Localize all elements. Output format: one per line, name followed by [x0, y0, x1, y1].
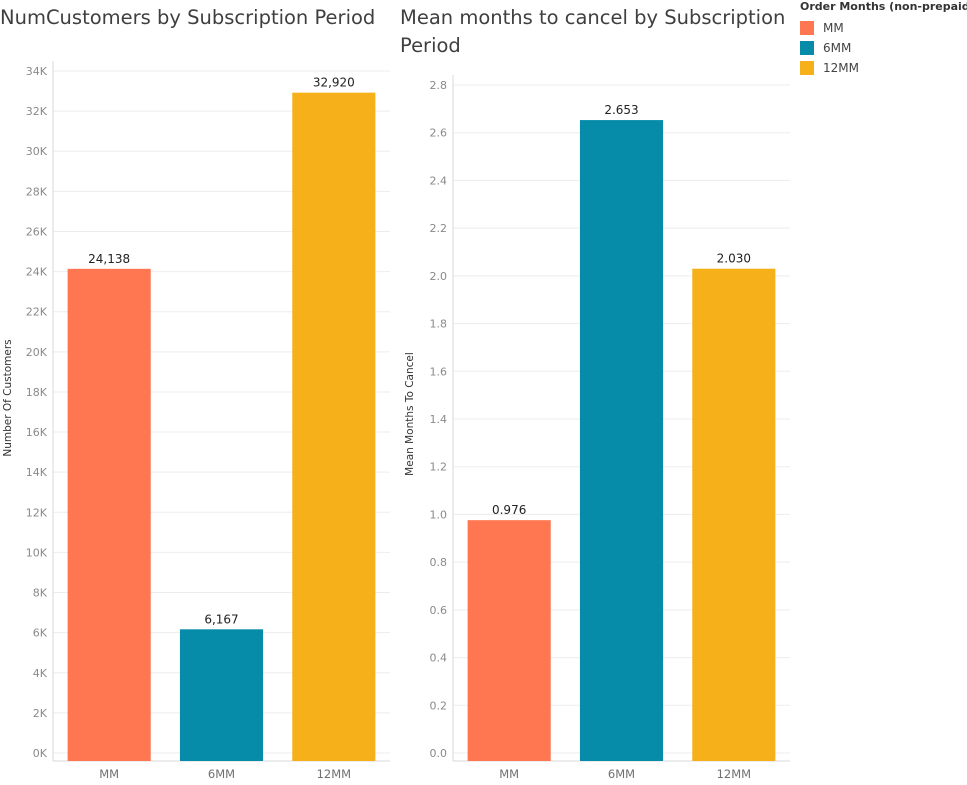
legend-item-mm[interactable]: MM	[800, 18, 967, 38]
chart-2-y-tick-label: 2.6	[430, 127, 448, 140]
chart-1-plot: 0K 2K 4K 6K 8K 10K 12K 14K 16K 18K 20K 22K 24K 26K 28K…	[26, 61, 390, 781]
chart-1-y-tick-label: 28K	[26, 185, 48, 198]
chart-1-category-label-6mm: 6MM	[208, 767, 235, 781]
chart-1-title: NumCustomers by Subscription Period	[0, 6, 376, 29]
chart-1-bar-12mm[interactable]	[292, 92, 376, 762]
chart-2-bar-mm[interactable]	[467, 520, 551, 761]
chart-1-y-tick-label: 14K	[26, 466, 48, 479]
legend-label-6mm: 6MM	[823, 41, 852, 55]
chart-1-y-tick-label: 18K	[26, 386, 48, 399]
chart-1-y-tick-label: 4K	[33, 667, 48, 680]
chart-2-y-tick-label: 0.6	[430, 604, 448, 617]
chart-1-y-tick-label: 6K	[33, 627, 48, 640]
legend-item-6mm[interactable]: 6MM	[800, 38, 967, 58]
chart-2-category-label-mm: MM	[499, 767, 519, 781]
chart-2-y-tick-label: 0.8	[430, 556, 448, 569]
chart-1-y-tick-label: 8K	[33, 587, 48, 600]
legend-swatch-mm	[800, 21, 814, 35]
chart-1-bar-6mm[interactable]	[179, 629, 264, 761]
chart-2-y-tick-label: 2.2	[430, 222, 448, 235]
chart-1-category-label-12mm: 12MM	[317, 767, 351, 781]
chart-2-y-tick-label: 0.4	[430, 652, 448, 665]
chart-2-bar-12mm[interactable]	[692, 268, 776, 761]
chart-2-category-label-6mm: 6MM	[608, 767, 635, 781]
chart-2-y-tick-label: 2.0	[430, 270, 448, 283]
chart-2-y-tick-label: 1.8	[430, 318, 448, 331]
chart-1-y-tick-label: 24K	[26, 266, 48, 279]
chart-1-y-tick-label: 16K	[26, 426, 48, 439]
chart-2-y-tick-label: 1.0	[430, 508, 448, 521]
legend: Order Months (non-prepaid) MM 6MM 12MM	[800, 0, 967, 78]
chart-2-data-label-6mm: 2.653	[604, 103, 638, 117]
legend-swatch-12mm	[800, 61, 814, 75]
chart-1-y-tick-label: 30K	[26, 145, 48, 158]
chart-1-y-tick-label: 10K	[26, 546, 48, 559]
chart-1-category-label-mm: MM	[99, 767, 119, 781]
chart-2-y-tick-label: 2.4	[430, 174, 448, 187]
chart-2-y-tick-label: 2.8	[430, 79, 448, 92]
legend-label-mm: MM	[823, 21, 844, 35]
chart-1-y-tick-label: 32K	[26, 105, 48, 118]
chart-1-y-tick-label: 12K	[26, 506, 48, 519]
legend-swatch-6mm	[800, 41, 814, 55]
chart-1-data-label-12mm: 32,920	[313, 76, 355, 90]
chart-1-y-tick-label: 34K	[26, 65, 48, 78]
legend-item-12mm[interactable]: 12MM	[800, 58, 967, 78]
chart-2-y-tick-label: 1.4	[430, 413, 448, 426]
chart-2-data-label-12mm: 2.030	[717, 252, 751, 266]
chart-2-plot: 0.0 0.2 0.4 0.6 0.8 1.0 1.2 1.4 1.6 1.8 2.0 2.2 2.4 2…	[430, 75, 790, 781]
chart-1-data-label-mm: 24,138	[88, 252, 130, 266]
chart-1-y-tick-label: 0K	[33, 747, 48, 760]
chart-2-title: Mean months to cancel by Subscription Pe…	[400, 6, 786, 57]
chart-2-y-tick-label: 0.0	[430, 747, 448, 760]
chart-1-y-tick-label: 22K	[26, 306, 48, 319]
chart-2-category-label-12mm: 12MM	[717, 767, 751, 781]
chart-1-y-tick-label: 26K	[26, 225, 48, 238]
legend-label-12mm: 12MM	[823, 61, 859, 75]
chart-1-data-label-6mm: 6,167	[204, 612, 238, 626]
chart-1-y-tick-label: 2K	[33, 707, 48, 720]
chart-1-y-tick-label: 20K	[26, 346, 48, 359]
chart-2-bar-6mm[interactable]	[579, 120, 664, 761]
chart-2-data-label-mm: 0.976	[492, 503, 526, 517]
chart-2-y-tick-label: 1.2	[430, 461, 448, 474]
chart-2-y-tick-label: 1.6	[430, 365, 448, 378]
chart-1-bar-mm[interactable]	[67, 268, 151, 761]
chart-2-y-tick-label: 0.2	[430, 699, 448, 712]
legend-title: Order Months (non-prepaid)	[800, 0, 967, 13]
